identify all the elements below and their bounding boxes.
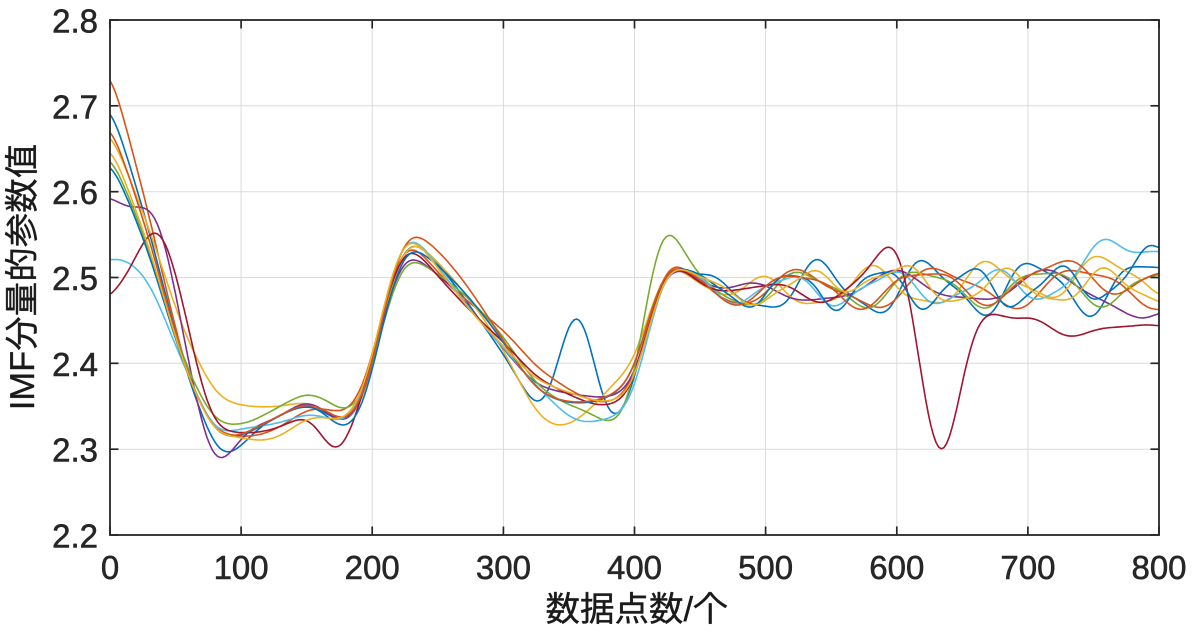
svg-text:800: 800 bbox=[1131, 549, 1186, 586]
svg-text:2.4: 2.4 bbox=[52, 346, 98, 383]
svg-text:600: 600 bbox=[869, 549, 924, 586]
svg-text:200: 200 bbox=[345, 549, 400, 586]
svg-text:2.8: 2.8 bbox=[52, 3, 98, 40]
svg-text:0: 0 bbox=[101, 549, 119, 586]
svg-text:2.3: 2.3 bbox=[52, 432, 98, 469]
svg-text:2.2: 2.2 bbox=[52, 518, 98, 555]
svg-text:700: 700 bbox=[1000, 549, 1055, 586]
svg-text:2.5: 2.5 bbox=[52, 260, 98, 297]
svg-text:300: 300 bbox=[476, 549, 531, 586]
svg-text:2.7: 2.7 bbox=[52, 88, 98, 125]
svg-text:100: 100 bbox=[214, 549, 269, 586]
svg-text:400: 400 bbox=[607, 549, 662, 586]
svg-text:2.6: 2.6 bbox=[52, 174, 98, 211]
svg-text:500: 500 bbox=[738, 549, 793, 586]
